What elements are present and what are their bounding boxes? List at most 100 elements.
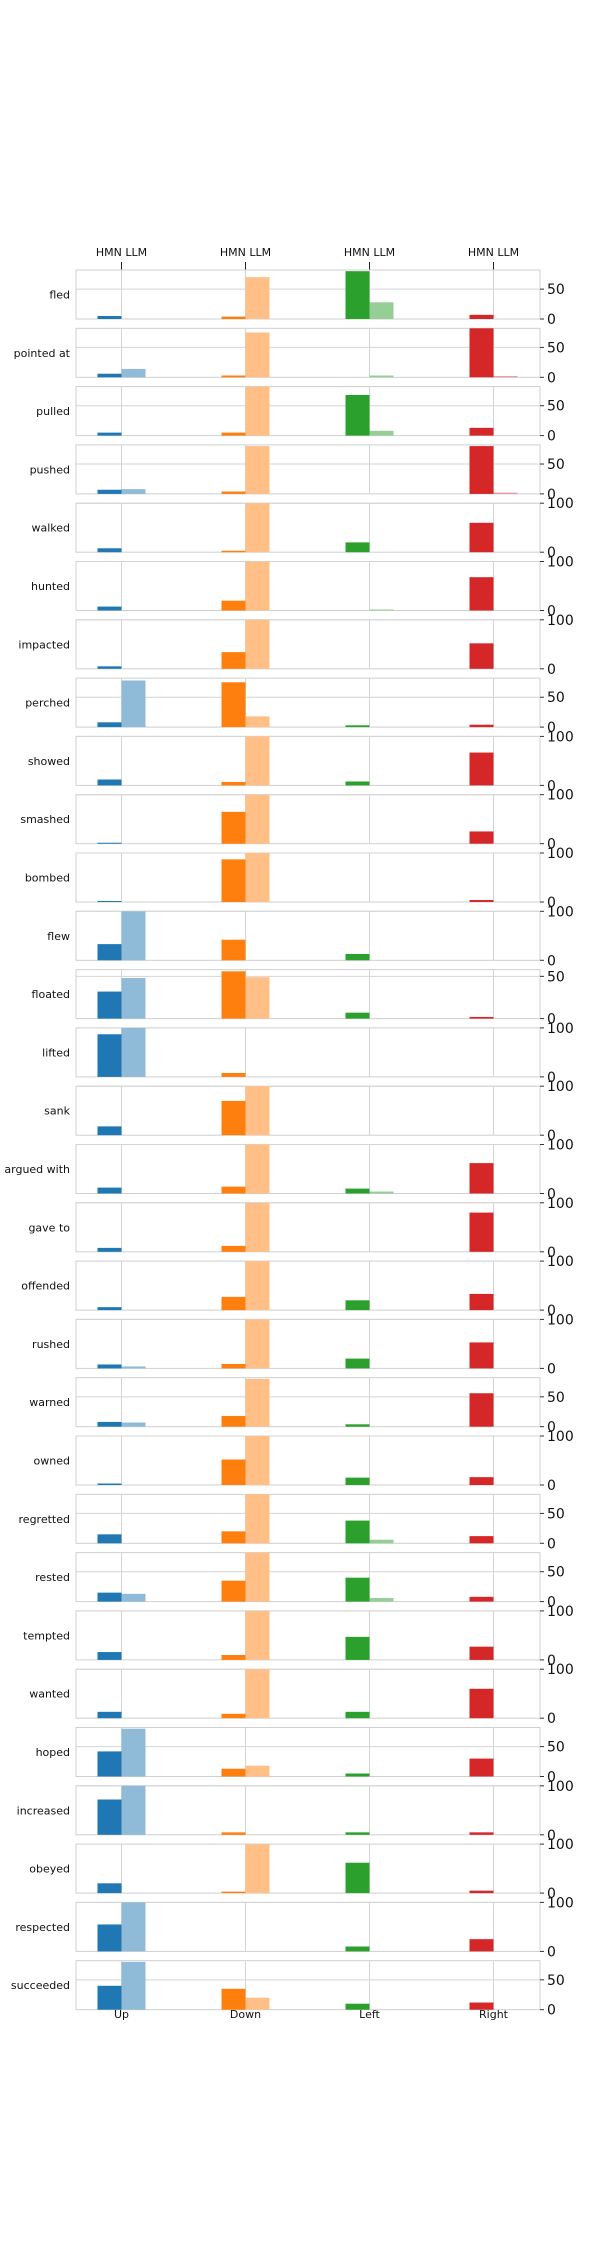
bar-up-hmn [97,1483,122,1485]
x-tick-label: Left [359,2008,380,2021]
panel-rushed: 0 100 rushed [32,1312,574,1377]
bar-down-hmn [221,550,246,553]
bar-down-llm [245,853,270,902]
row-label: warned [29,1396,70,1409]
row-label: pushed [30,463,70,476]
bar-up-hmn [97,1126,122,1136]
panel-frame [75,1727,541,1777]
bar-left-llm [369,1598,394,1602]
y-tick-label: 50 [547,282,565,298]
panel-frame [75,1668,541,1719]
bar-up-llm [121,1785,146,1835]
bar-down-llm [245,332,270,378]
bar-up-hmn [97,1034,122,1077]
bar-down-hmn [221,1768,246,1777]
panel-frame [75,1843,541,1894]
panel-pushed: 0 50 pushed [30,444,565,503]
panel-floated: 0 50 floated [32,969,565,1028]
bar-up-llm [121,1027,146,1077]
bar-right-hmn [469,752,494,786]
y-tick-label: 0 [547,370,556,386]
bar-up-llm [121,1902,146,1952]
panel-wanted: 0 100 wanted [29,1662,574,1727]
bar-right-hmn [469,1393,494,1427]
row-label: smashed [20,813,70,826]
y-tick-label: 100 [547,1138,574,1154]
bar-left-hmn [345,1636,370,1660]
bar-down-llm [245,716,270,728]
bar-down-hmn [221,1363,246,1369]
bar-right-hmn [469,2002,494,2010]
y-tick-label: 0 [547,1944,556,1960]
y-tick-label: 0 [547,429,556,445]
bar-left-hmn [345,1358,370,1369]
panel-frame [75,910,541,961]
panel-rested: 0 50 rested [35,1552,565,1611]
y-tick-label: 0 [547,1536,556,1552]
bar-down-hmn [221,1580,246,1602]
row-label: offended [21,1280,70,1293]
y-tick-label: 100 [547,555,574,571]
bar-down-hmn [221,1891,246,1894]
bar-up-hmn [97,1364,122,1369]
bar-right-hmn [469,900,494,902]
y-tick-label: 100 [547,613,574,629]
bar-right-hmn [469,446,494,494]
row-label: pulled [36,405,70,418]
bar-up-hmn [97,432,122,436]
bar-left-hmn [345,1520,370,1544]
bar-up-hmn [97,1751,122,1777]
bar-up-llm [121,978,146,1019]
bar-left-llm [369,302,394,319]
y-tick-label: 0 [547,1653,556,1669]
bar-left-hmn [345,1188,370,1194]
row-label: argued with [4,1163,70,1176]
bar-right-hmn [469,1939,494,1952]
bar-up-hmn [97,991,122,1019]
panel-walked: 0 100 walked [31,496,573,561]
bar-right-llm [493,492,518,494]
row-label: pointed at [14,347,71,360]
row-label: bombed [25,872,70,885]
top-axis-label: HMN LLM [468,246,519,259]
y-tick-label: 50 [547,1390,565,1406]
row-label: gave to [28,1221,70,1234]
y-tick-label: 0 [547,720,556,736]
bar-down-llm [245,503,270,553]
row-label: perched [25,697,70,710]
bar-left-llm [369,1539,394,1544]
bar-right-hmn [469,1163,494,1194]
y-tick-label: 0 [547,1012,556,1028]
bar-up-llm [121,680,146,728]
y-tick-label: 0 [547,604,556,620]
y-tick-label: 0 [547,1245,556,1261]
panel-bombed: 0 100 bombed [25,846,574,911]
bar-up-hmn [97,779,122,786]
y-tick-label: 0 [547,1303,556,1319]
row-label: floated [32,988,70,1001]
y-tick-label: 100 [547,1662,574,1678]
panel-lifted: 0 100 lifted [42,1021,574,1086]
panel-showed: 0 100 showed [28,729,574,794]
panel-frame [75,1552,541,1603]
bar-left-hmn [345,1711,370,1719]
panel-frame [75,1785,541,1836]
panel-frame [75,677,541,728]
panel-frame [75,794,541,845]
bar-left-hmn [345,1832,370,1835]
bar-left-hmn [345,1300,370,1311]
y-tick-label: 100 [547,1604,574,1620]
bar-down-llm [245,561,270,611]
panel-fled: 0 50 fled [49,269,565,328]
panel-owned: 0 100 owned [34,1429,574,1494]
panel-tempted: 0 100 tempted [23,1604,574,1669]
bar-down-llm [245,977,270,1019]
bar-down-hmn [221,1832,246,1835]
row-label: hoped [36,1746,70,1759]
panel-succeeded: 0 50 succeeded [11,1960,565,2019]
panel-sank: 0 100 sank [44,1079,574,1144]
panel-frame [75,269,541,320]
y-tick-label: 0 [547,895,556,911]
top-axis-labels: HMN LLM HMN LLM HMN LLM HMN LLM [96,246,519,270]
